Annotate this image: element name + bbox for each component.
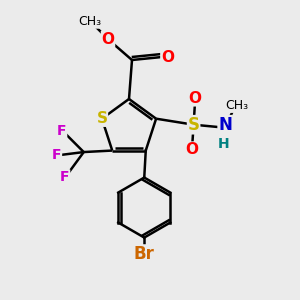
- Text: H: H: [218, 137, 230, 151]
- Text: O: O: [186, 142, 199, 157]
- Text: O: O: [189, 91, 202, 106]
- Text: S: S: [188, 116, 200, 134]
- Text: CH₃: CH₃: [78, 15, 102, 28]
- Text: F: F: [60, 170, 70, 184]
- Text: O: O: [101, 32, 115, 46]
- Text: S: S: [96, 111, 107, 126]
- Text: F: F: [52, 148, 62, 162]
- Text: O: O: [161, 50, 174, 64]
- Text: N: N: [218, 116, 232, 134]
- Text: Br: Br: [134, 245, 155, 263]
- Text: F: F: [57, 124, 67, 138]
- Text: CH₃: CH₃: [226, 99, 249, 112]
